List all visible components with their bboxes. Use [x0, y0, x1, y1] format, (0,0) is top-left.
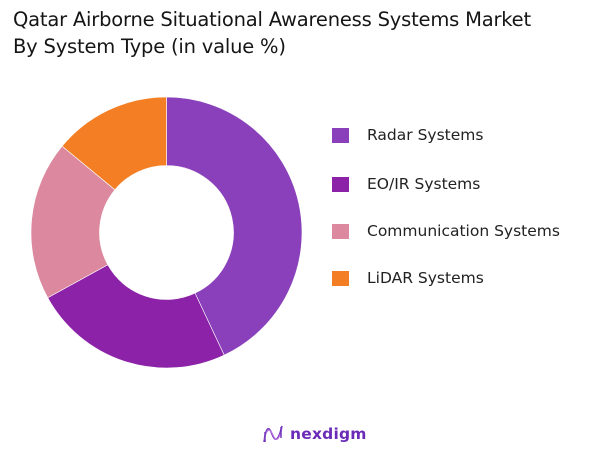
- donut-slice-radar-systems[interactable]: [166, 96, 303, 356]
- legend-label: EO/IR Systems: [367, 175, 481, 193]
- legend-label: LiDAR Systems: [367, 269, 484, 287]
- legend-item-lidar-systems[interactable]: LiDAR Systems: [332, 268, 484, 288]
- nexdigm-wave-icon: [263, 425, 283, 443]
- legend-swatch-lidar: [332, 270, 349, 286]
- logo-text: nexdigm: [290, 425, 367, 443]
- donut-slice-lidar-systems[interactable]: [61, 96, 167, 191]
- legend-swatch-radar: [332, 127, 349, 143]
- nexdigm-logo: nexdigm: [262, 424, 367, 444]
- legend-label: Communication Systems: [367, 222, 560, 240]
- legend-item-eo-ir-systems[interactable]: EO/IR Systems: [332, 174, 480, 194]
- legend-item-communication-systems[interactable]: Communication Systems: [332, 221, 560, 241]
- legend-swatch-eo-ir: [332, 176, 349, 192]
- chart-title: Qatar Airborne Situational Awareness Sys…: [13, 6, 598, 60]
- chart-title-line1: Qatar Airborne Situational Awareness Sys…: [13, 8, 531, 31]
- chart-title-line2: By System Type (in value %): [13, 35, 286, 58]
- donut-slice-communication-systems[interactable]: [30, 145, 116, 299]
- legend-swatch-communication: [332, 223, 349, 239]
- legend-item-radar-systems[interactable]: Radar Systems: [332, 125, 483, 145]
- donut-slice-eo-ir-systems[interactable]: [47, 264, 225, 369]
- legend-label: Radar Systems: [367, 126, 484, 144]
